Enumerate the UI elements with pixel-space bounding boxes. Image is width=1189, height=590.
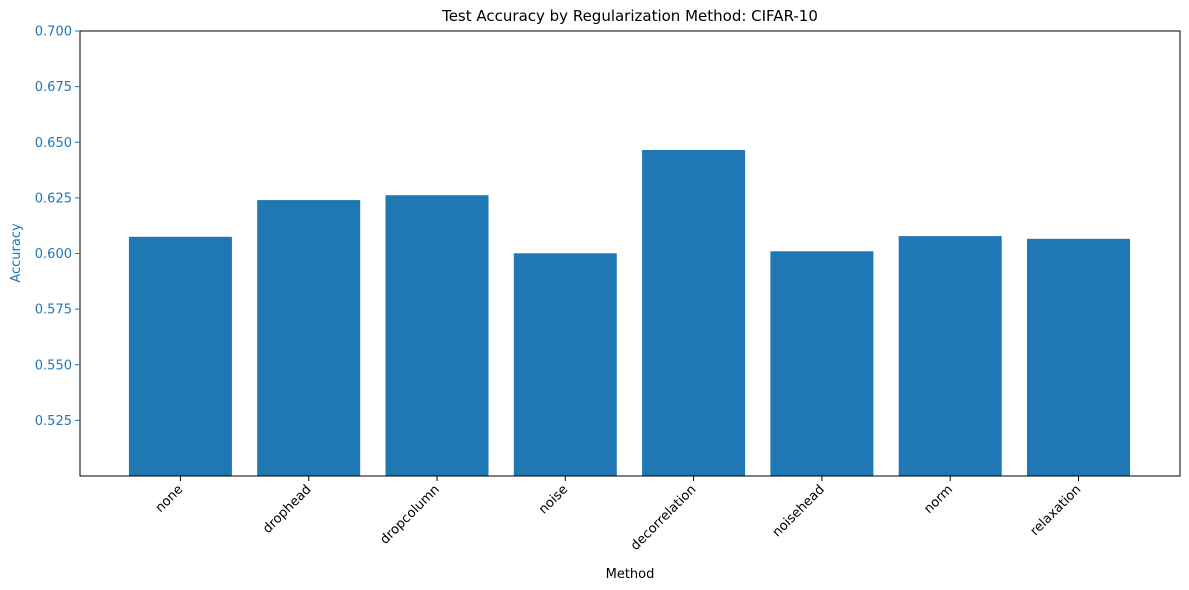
bar-none bbox=[128, 236, 232, 476]
y-tick-label: 0.575 bbox=[35, 303, 72, 318]
y-tick-label: 0.650 bbox=[35, 136, 72, 151]
y-tick-label: 0.525 bbox=[35, 414, 72, 429]
x-axis-ticks: none drophead dropcolumn noise decorrelation… bbox=[153, 476, 1085, 554]
x-tick-label: relaxation bbox=[1028, 482, 1085, 539]
y-tick-label: 0.700 bbox=[35, 25, 72, 40]
bar-drophead bbox=[257, 200, 361, 476]
y-tick-label: 0.625 bbox=[35, 191, 72, 206]
bar-decorrelation bbox=[642, 150, 746, 476]
plot-frame bbox=[79, 30, 1181, 477]
x-tick-label: norm bbox=[921, 482, 956, 517]
x-tick-label: noise bbox=[536, 482, 571, 517]
x-tick-label: dropcolumn bbox=[378, 482, 443, 547]
bar-relaxation bbox=[1027, 238, 1130, 476]
x-tick-label: drophead bbox=[260, 482, 314, 536]
bar-noisehead bbox=[770, 251, 874, 476]
x-tick-label: none bbox=[153, 482, 187, 516]
x-tick-label: noisehead bbox=[770, 482, 828, 540]
y-tick-label: 0.550 bbox=[35, 358, 72, 373]
y-axis-label: Accuracy bbox=[9, 223, 24, 283]
bar-noise bbox=[513, 253, 617, 476]
x-tick-label: decorrelation bbox=[628, 482, 699, 553]
y-axis-ticks: 0.525 0.550 0.575 0.600 0.625 0.650 0.675 0.700 bbox=[35, 25, 80, 429]
x-axis-label: Method bbox=[606, 567, 655, 582]
y-tick-label: 0.600 bbox=[35, 247, 72, 262]
bars-group bbox=[128, 150, 1130, 476]
y-tick-label: 0.675 bbox=[35, 80, 72, 95]
bar-dropcolumn bbox=[385, 195, 489, 476]
chart-title: Test Accuracy by Regularization Method: … bbox=[441, 7, 818, 25]
bar-norm bbox=[898, 236, 1002, 476]
